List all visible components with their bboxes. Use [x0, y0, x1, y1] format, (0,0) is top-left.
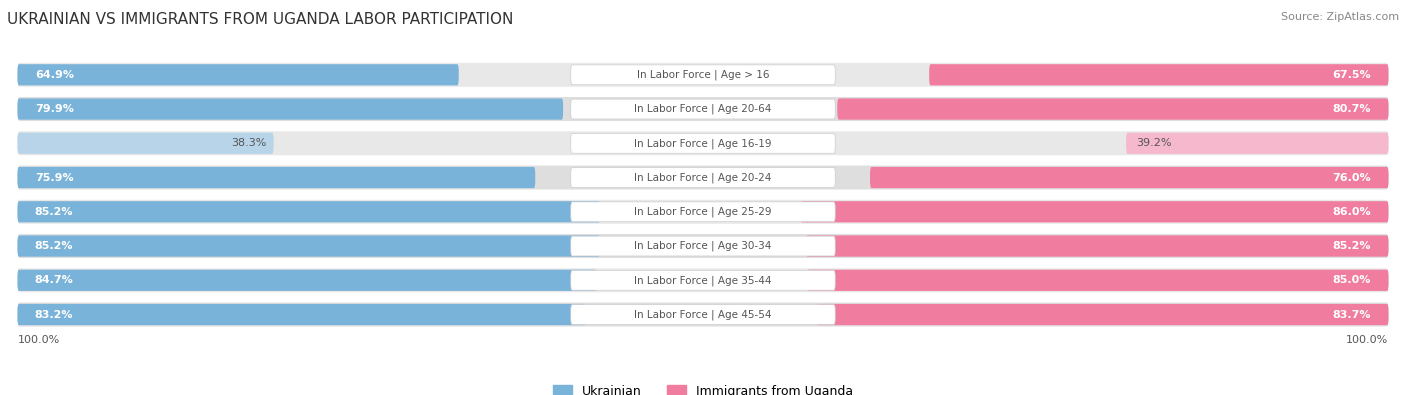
FancyBboxPatch shape	[17, 234, 1389, 258]
FancyBboxPatch shape	[17, 131, 1389, 155]
Text: 67.5%: 67.5%	[1333, 70, 1371, 80]
Text: UKRAINIAN VS IMMIGRANTS FROM UGANDA LABOR PARTICIPATION: UKRAINIAN VS IMMIGRANTS FROM UGANDA LABO…	[7, 12, 513, 27]
FancyBboxPatch shape	[800, 201, 1389, 222]
Text: In Labor Force | Age 20-64: In Labor Force | Age 20-64	[634, 104, 772, 114]
Text: 85.0%: 85.0%	[1333, 275, 1371, 285]
Text: In Labor Force | Age 20-24: In Labor Force | Age 20-24	[634, 172, 772, 183]
Text: 38.3%: 38.3%	[231, 138, 267, 148]
Text: 85.2%: 85.2%	[1333, 241, 1371, 251]
FancyBboxPatch shape	[571, 167, 835, 188]
Text: 100.0%: 100.0%	[1347, 335, 1389, 345]
Text: In Labor Force | Age 35-44: In Labor Force | Age 35-44	[634, 275, 772, 286]
Legend: Ukrainian, Immigrants from Uganda: Ukrainian, Immigrants from Uganda	[548, 380, 858, 395]
FancyBboxPatch shape	[929, 64, 1389, 85]
FancyBboxPatch shape	[571, 305, 835, 324]
FancyBboxPatch shape	[571, 202, 835, 222]
Text: In Labor Force | Age 45-54: In Labor Force | Age 45-54	[634, 309, 772, 320]
Text: 85.2%: 85.2%	[35, 241, 73, 251]
Text: 76.0%: 76.0%	[1333, 173, 1371, 182]
Text: 86.0%: 86.0%	[1333, 207, 1371, 217]
FancyBboxPatch shape	[17, 200, 1389, 224]
FancyBboxPatch shape	[571, 65, 835, 85]
FancyBboxPatch shape	[571, 134, 835, 153]
FancyBboxPatch shape	[17, 303, 1389, 327]
FancyBboxPatch shape	[571, 270, 835, 290]
Text: In Labor Force | Age 16-19: In Labor Force | Age 16-19	[634, 138, 772, 149]
Text: 80.7%: 80.7%	[1333, 104, 1371, 114]
Text: In Labor Force | Age 30-34: In Labor Force | Age 30-34	[634, 241, 772, 251]
FancyBboxPatch shape	[17, 133, 274, 154]
Text: 83.2%: 83.2%	[35, 310, 73, 320]
FancyBboxPatch shape	[571, 236, 835, 256]
FancyBboxPatch shape	[17, 64, 458, 85]
Text: 75.9%: 75.9%	[35, 173, 73, 182]
FancyBboxPatch shape	[17, 268, 1389, 292]
FancyBboxPatch shape	[1126, 133, 1389, 154]
Text: 79.9%: 79.9%	[35, 104, 73, 114]
FancyBboxPatch shape	[807, 270, 1389, 291]
FancyBboxPatch shape	[17, 63, 1389, 87]
FancyBboxPatch shape	[17, 167, 536, 188]
FancyBboxPatch shape	[17, 270, 596, 291]
FancyBboxPatch shape	[17, 235, 600, 257]
Text: In Labor Force | Age 25-29: In Labor Force | Age 25-29	[634, 207, 772, 217]
Text: 84.7%: 84.7%	[35, 275, 73, 285]
FancyBboxPatch shape	[17, 166, 1389, 190]
Text: 39.2%: 39.2%	[1136, 138, 1173, 148]
FancyBboxPatch shape	[806, 235, 1389, 257]
FancyBboxPatch shape	[17, 97, 1389, 121]
Text: 85.2%: 85.2%	[35, 207, 73, 217]
Text: 64.9%: 64.9%	[35, 70, 75, 80]
Text: 83.7%: 83.7%	[1333, 310, 1371, 320]
FancyBboxPatch shape	[17, 201, 600, 222]
FancyBboxPatch shape	[571, 99, 835, 119]
Text: In Labor Force | Age > 16: In Labor Force | Age > 16	[637, 70, 769, 80]
Text: 100.0%: 100.0%	[17, 335, 59, 345]
Text: Source: ZipAtlas.com: Source: ZipAtlas.com	[1281, 12, 1399, 22]
FancyBboxPatch shape	[870, 167, 1389, 188]
FancyBboxPatch shape	[838, 98, 1389, 120]
FancyBboxPatch shape	[17, 98, 564, 120]
FancyBboxPatch shape	[817, 304, 1389, 325]
FancyBboxPatch shape	[17, 304, 586, 325]
